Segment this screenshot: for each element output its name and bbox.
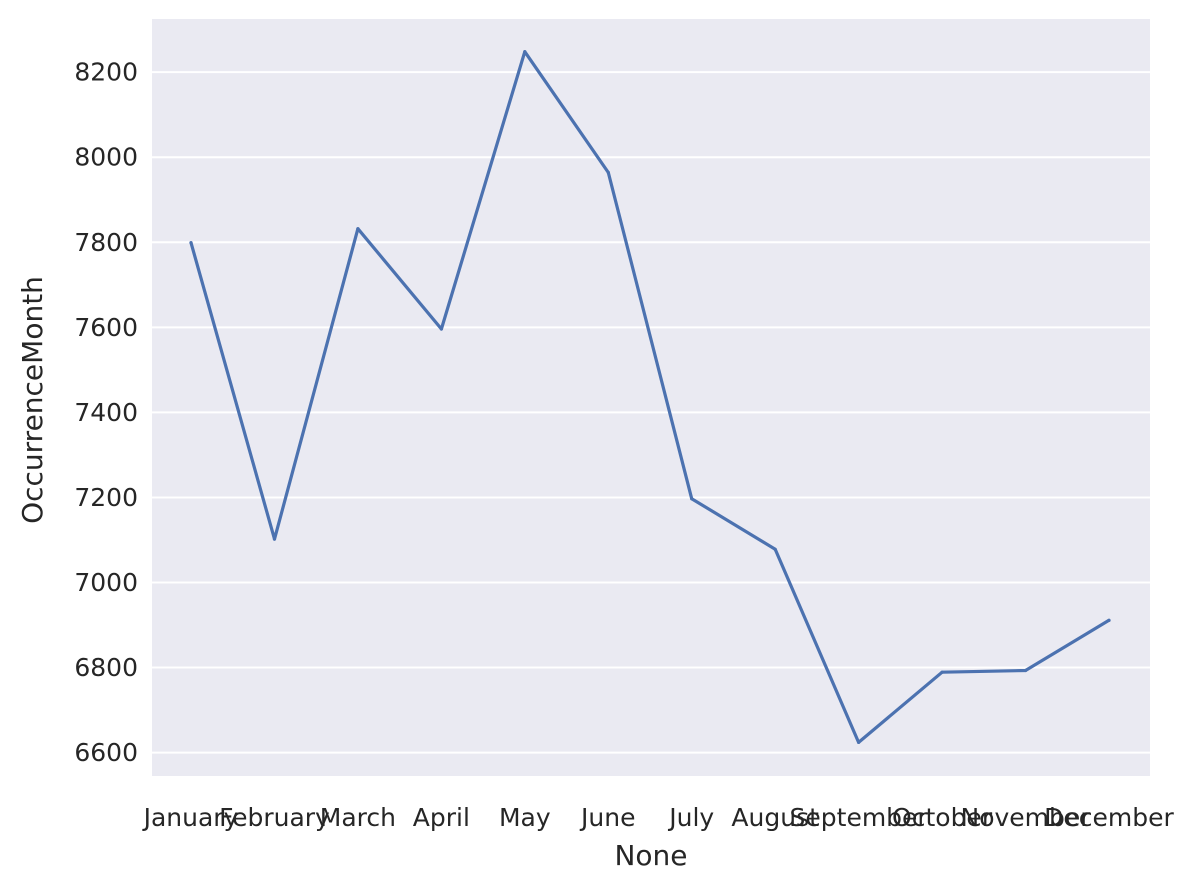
x-tick-label: January: [142, 803, 239, 832]
x-tick-label: November: [961, 803, 1092, 832]
data-point: [1107, 618, 1111, 622]
x-tick-label: December: [1044, 803, 1174, 832]
y-tick-label: 7200: [74, 483, 138, 512]
y-tick-label: 8000: [74, 143, 138, 172]
data-point: [189, 241, 193, 245]
y-tick-label: 7400: [74, 398, 138, 427]
y-tick-label: 6800: [74, 653, 138, 682]
y-tick-labels: 6600 6800 7000 7200 7400 7600 7800 8000 8200: [74, 58, 138, 767]
x-tick-label: May: [499, 803, 551, 832]
data-point: [272, 537, 277, 541]
series-layer: [189, 50, 1111, 745]
x-tick-label: April: [413, 803, 470, 832]
x-tick-label: October: [892, 803, 993, 832]
data-point: [439, 327, 443, 331]
grid-lines: [152, 71, 1150, 754]
data-point: [940, 670, 944, 674]
data-point: [356, 227, 360, 231]
x-tick-label: June: [579, 803, 635, 832]
x-tick-label: August: [731, 803, 819, 832]
series-line: [189, 50, 1111, 745]
plot-background: [152, 19, 1150, 776]
y-tick-label: 6600: [74, 738, 138, 767]
data-point: [857, 740, 861, 745]
y-tick-label: 8200: [74, 58, 138, 87]
x-tick-label: July: [667, 803, 714, 832]
y-tick-label: 7000: [74, 568, 138, 597]
x-tick-label: September: [790, 803, 929, 832]
y-tick-label: 7600: [74, 313, 138, 342]
y-tick-label: 7800: [74, 228, 138, 257]
x-tick-label: February: [219, 803, 330, 832]
data-point: [523, 50, 527, 54]
y-axis-label: OccurrenceMonth: [16, 276, 49, 524]
data-point: [1023, 668, 1028, 673]
data-point: [773, 547, 777, 551]
x-tick-label: March: [320, 803, 396, 832]
data-point: [690, 497, 694, 501]
x-axis-label: None: [614, 839, 687, 872]
data-point: [606, 170, 610, 175]
